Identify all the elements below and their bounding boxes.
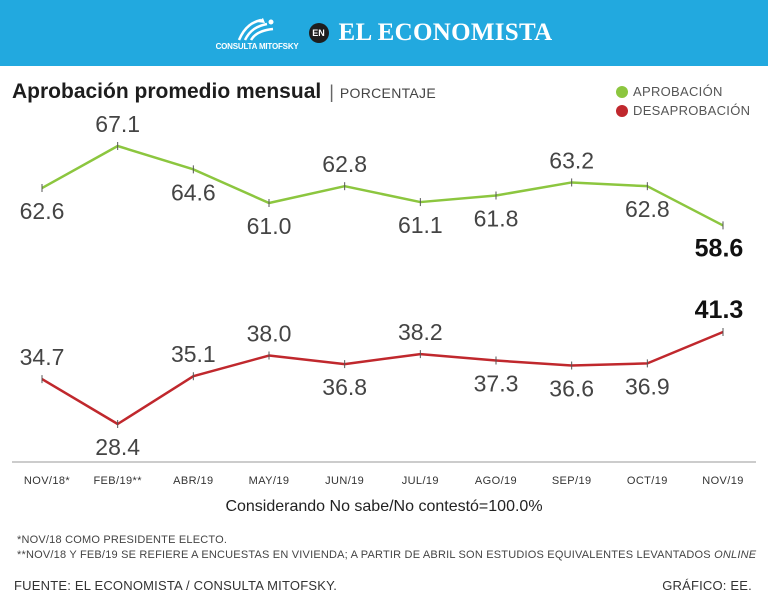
legend-approval-label: APROBACIÓN [633,84,723,99]
series-line-0 [41,144,724,227]
data-label-0-0: 62.6 [20,198,65,224]
data-label-0-5: 61.1 [398,212,443,238]
data-label-1-5: 38.2 [398,319,443,345]
data-label-1-7: 36.6 [549,376,594,402]
series-line-1 [41,330,724,426]
chart-title: Aprobación promedio mensual [12,80,322,103]
logo-text: CONSULTA MITOFSKY [215,41,299,51]
data-label-1-0: 34.7 [20,344,65,370]
legend-approval: APROBACIÓN [616,82,750,101]
x-tick-label: NOV/18* [24,475,71,487]
data-label-0-9: 58.6 [695,234,744,262]
legend-disapproval-dot [616,104,628,117]
x-tick-label: FEB/19** [93,475,142,487]
x-tick-label: JUL/19 [402,475,439,487]
footnote-2: **NOV/18 Y FEB/19 SE REFIERE A ENCUESTAS… [17,549,756,561]
mitofsky-logo-icon [237,17,274,41]
legend-disapproval-label: DESAPROBACIÓN [633,103,751,118]
data-label-1-6: 37.3 [474,371,519,397]
mitofsky-logo: CONSULTA MITOFSKY [216,16,299,51]
data-label-1-8: 36.9 [625,373,670,399]
x-tick-label: AGO/19 [475,475,517,487]
data-label-1-9: 41.3 [695,296,744,324]
footer-source: FUENTE: EL ECONOMISTA / CONSULTA MITOFSK… [14,578,338,593]
chart-caption: Considerando No sabe/No contestó=100.0% [225,498,543,515]
data-label-0-1: 67.1 [95,111,140,137]
data-label-0-4: 62.8 [322,151,367,177]
footnote-1: *NOV/18 COMO PRESIDENTE ELECTO. [17,534,228,546]
title-separator: | [329,82,334,102]
legend-disapproval: DESAPROBACIÓN [616,101,750,120]
data-label-1-4: 36.8 [322,374,367,400]
data-label-1-3: 38.0 [247,321,292,347]
x-tick-label: ABR/19 [173,475,213,487]
data-label-1-1: 28.4 [95,434,140,460]
chart-subtitle: PORCENTAJE [339,85,436,101]
en-badge: EN [308,23,329,43]
data-label-0-6: 61.8 [474,206,519,232]
data-label-0-7: 63.2 [549,147,594,173]
x-tick-label: OCT/19 [627,475,668,487]
data-label-1-2: 35.1 [171,341,216,367]
legend: APROBACIÓN DESAPROBACIÓN [616,82,750,120]
x-tick-label: MAY/19 [249,475,290,487]
x-tick-label: NOV/19 [702,475,744,487]
data-label-0-3: 61.0 [247,213,292,239]
footnote-2-italic: ONLINE [714,549,757,561]
data-label-0-8: 62.8 [625,196,670,222]
footer-credit: GRÁFICO: EE. [662,578,752,593]
x-tick-label: JUN/19 [325,475,364,487]
title-row: Aprobación promedio mensual | PORCENTAJE [12,80,436,104]
brand-name: EL ECONOMISTA [338,19,553,46]
data-label-0-2: 64.6 [171,179,216,205]
x-tick-label: SEP/19 [552,475,592,487]
legend-approval-dot [616,85,628,98]
header-banner: CONSULTA MITOFSKY EN EL ECONOMISTA [0,0,768,66]
footnote-2-text: **NOV/18 Y FEB/19 SE REFIERE A ENCUESTAS… [17,549,711,561]
